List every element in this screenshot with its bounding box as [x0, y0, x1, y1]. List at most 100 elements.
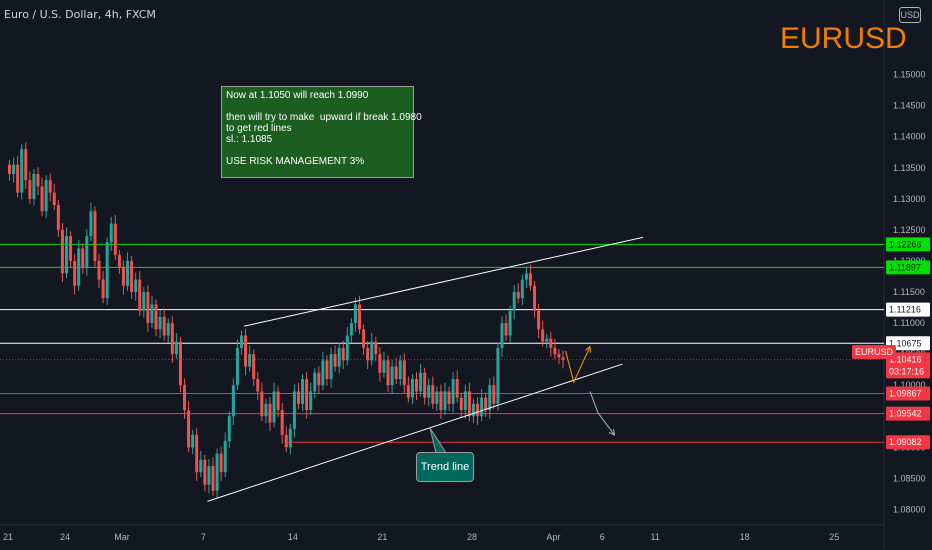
time-tick-label: 28: [467, 532, 477, 542]
candle-body: [459, 397, 463, 411]
candle-body: [211, 465, 215, 491]
currency-button[interactable]: USD: [899, 7, 921, 23]
price-tick-label: 1.13000: [893, 194, 926, 204]
time-tick-label: 25: [829, 532, 839, 542]
candle-body: [40, 186, 44, 212]
candle-body: [227, 416, 231, 442]
candle-body: [435, 391, 439, 404]
candle-body: [85, 236, 89, 268]
trend-callout-pointer: [429, 427, 447, 454]
candle-body: [296, 391, 300, 404]
candle-body: [219, 453, 223, 473]
candle-body: [471, 403, 475, 417]
candle-body: [117, 254, 121, 268]
candle-body: [252, 354, 256, 379]
candle-body: [480, 397, 484, 417]
candle-body: [89, 211, 93, 237]
level-price-label: 1.09542: [889, 409, 922, 419]
candle-body: [126, 260, 130, 286]
candle-body: [439, 391, 443, 411]
price-tick-label: 1.10000: [893, 380, 926, 390]
price-tick-label: 1.11000: [893, 318, 925, 328]
trend-line-callout[interactable]: Trend line: [416, 452, 474, 482]
current-price-label: 1.10416: [889, 354, 922, 364]
candle-body: [244, 335, 248, 367]
current-price-tag: [886, 352, 930, 379]
candle-body: [138, 279, 142, 311]
note-line: [226, 145, 409, 156]
candle-body: [215, 453, 219, 491]
candle-body: [537, 310, 541, 330]
candle-body: [508, 310, 512, 336]
candle-body: [44, 180, 48, 212]
candle-body: [199, 459, 203, 473]
candle-body: [309, 391, 313, 411]
symbol-header[interactable]: Euro / U.S. Dollar, 4h, FXCM: [4, 8, 156, 21]
candle-body: [496, 347, 500, 404]
candle-body: [16, 164, 20, 193]
candle-body: [101, 279, 105, 299]
candle-body: [524, 273, 528, 280]
candle-body: [60, 229, 64, 274]
candle-body: [504, 323, 508, 336]
projection-arrow: [565, 346, 591, 384]
candle-body: [423, 372, 427, 398]
time-tick-label: 14: [288, 532, 298, 542]
candle-body: [398, 360, 402, 379]
candle-body: [305, 378, 309, 411]
candle-body: [12, 164, 16, 174]
candle-body: [553, 347, 557, 355]
candle-body: [353, 304, 357, 324]
candle-body: [56, 205, 60, 230]
arrow-head: [608, 428, 616, 436]
ticker-watermark: EURUSD: [780, 22, 907, 55]
candle-body: [447, 391, 451, 404]
time-tick-label: 24: [60, 532, 70, 542]
candle-body: [516, 292, 520, 299]
trend-line: [207, 363, 623, 502]
level-price-label: 1.09867: [889, 388, 922, 398]
candle-body: [394, 366, 398, 379]
candle-body: [69, 236, 73, 261]
candle-body: [130, 260, 134, 293]
candle-body: [183, 385, 187, 411]
candle-body: [345, 335, 349, 361]
candle-body: [195, 434, 199, 473]
candle-body: [77, 248, 81, 286]
candle-body: [113, 223, 117, 255]
candle-body: [81, 248, 85, 268]
trend-line: [243, 236, 644, 327]
candle-body: [207, 465, 211, 485]
candle-body: [520, 279, 524, 299]
candle-body: [325, 360, 329, 379]
level-price-tag: [886, 260, 930, 275]
candle-body: [431, 385, 435, 404]
candle-body: [337, 347, 341, 367]
candle-body: [146, 292, 150, 324]
candle-body: [280, 410, 284, 435]
candle-body: [455, 378, 459, 398]
candle-body: [333, 354, 337, 367]
candle-body: [427, 385, 431, 398]
candle-body: [174, 341, 178, 355]
level-price-label: 1.09082: [889, 437, 922, 447]
projection-arrow: [589, 391, 615, 436]
candle-body: [557, 354, 561, 358]
price-tick-label: 1.13500: [893, 163, 926, 173]
price-tick-label: 1.15000: [893, 70, 926, 80]
candle-body: [268, 403, 272, 423]
note-line: sl.: 1.1085: [226, 134, 273, 145]
candle-body: [528, 273, 532, 286]
candle-body: [109, 223, 113, 243]
analysis-note[interactable]: Now at 1.1050 will reach 1.0990 then wil…: [221, 86, 422, 178]
candle-body: [378, 354, 382, 373]
candle-body: [178, 341, 182, 386]
candle-body: [134, 279, 138, 293]
candle-body: [415, 378, 418, 392]
candle-body: [170, 323, 174, 355]
candle-body: [28, 180, 32, 199]
level-price-label: 1.11897: [889, 262, 921, 272]
candle-body: [231, 385, 235, 417]
time-tick-label: 11: [650, 532, 659, 542]
